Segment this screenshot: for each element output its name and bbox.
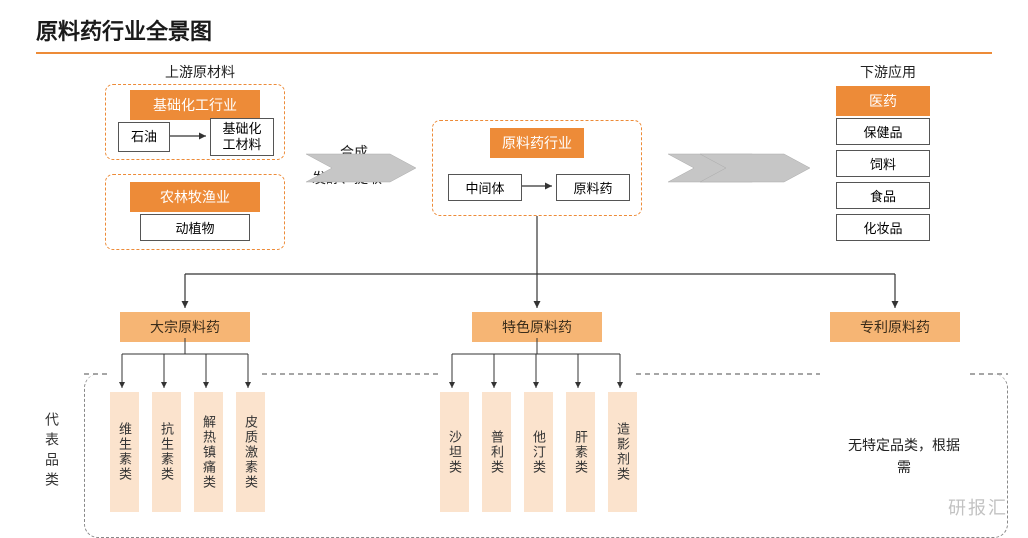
cat1-item4: 造影剂类 — [608, 392, 637, 512]
downstream-item-0: 医药 — [836, 86, 930, 116]
process-bottom-label: 发酵、提取 — [312, 168, 382, 188]
upstream-group2-item: 动植物 — [140, 214, 250, 241]
cat1-item2: 他汀类 — [524, 392, 553, 512]
middle-header: 原料药行业 — [490, 128, 584, 158]
upstream-group2-header: 农林牧渔业 — [130, 182, 260, 212]
cat2-header: 专利原料药 — [830, 312, 960, 342]
cat0-item1: 抗生素类 — [152, 392, 181, 512]
cat1-item1: 普利类 — [482, 392, 511, 512]
cat1-item0: 沙坦类 — [440, 392, 469, 512]
process-top-label: 合成 — [340, 142, 368, 162]
cat0-item0: 维生素类 — [110, 392, 139, 512]
downstream-item-1: 保健品 — [836, 118, 930, 145]
cat1-item3: 肝素类 — [566, 392, 595, 512]
downstream-item-3: 食品 — [836, 182, 930, 209]
upstream-label: 上游原材料 — [165, 62, 235, 82]
middle-item1: 中间体 — [448, 174, 522, 201]
diagram-canvas: 上游原材料 下游应用 基础化工行业 石油 基础化 工材料 农林牧渔业 动植物 合… — [0, 54, 1028, 534]
upstream-group1-header: 基础化工行业 — [130, 90, 260, 120]
middle-item2: 原料药 — [556, 174, 630, 201]
upstream-group1-item1: 石油 — [118, 122, 170, 152]
page-title: 原料药行业全景图 — [0, 0, 1028, 52]
downstream-label: 下游应用 — [860, 62, 916, 82]
downstream-item-2: 饲料 — [836, 150, 930, 177]
cat0-header: 大宗原料药 — [120, 312, 250, 342]
cat1-header: 特色原料药 — [472, 312, 602, 342]
upstream-group1-item2: 基础化 工材料 — [210, 118, 274, 156]
cat2-text: 无特定品类，根据 需 — [824, 434, 984, 478]
downstream-item-4: 化妆品 — [836, 214, 930, 241]
watermark: 研报汇 — [948, 494, 1008, 520]
cat0-item2: 解热镇痛类 — [194, 392, 223, 512]
cat0-item3: 皮质激素类 — [236, 392, 265, 512]
repcat-label: 代表品类 — [42, 412, 62, 492]
